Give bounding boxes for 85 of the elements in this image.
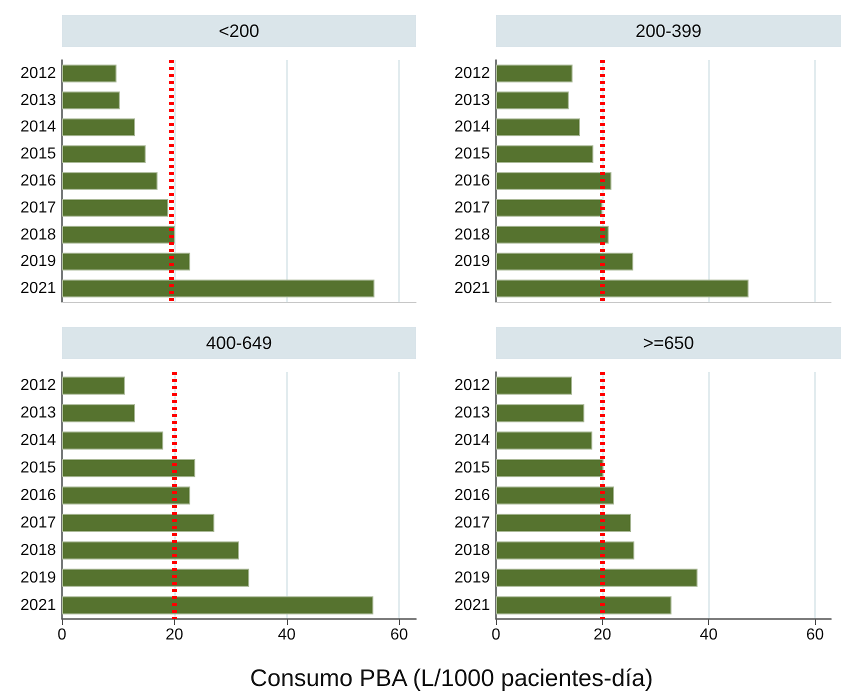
bar	[62, 226, 175, 244]
bar	[62, 252, 190, 271]
bar	[62, 432, 164, 450]
bar	[496, 64, 573, 82]
bar	[496, 459, 604, 478]
y-tick-label: 2015	[454, 460, 490, 477]
bar	[496, 145, 594, 163]
x-tick-label: 0	[492, 626, 501, 644]
bar	[496, 486, 614, 505]
y-tick-label: 2016	[454, 487, 490, 504]
bar	[62, 404, 136, 422]
bar	[62, 199, 168, 217]
bar	[496, 404, 584, 422]
x-axis-title: Consumo PBA (L/1000 pacientes-día)	[249, 665, 654, 693]
x-tick-label: 20	[165, 626, 184, 644]
bar	[496, 118, 580, 136]
chart-title: 400-649	[62, 327, 416, 359]
bar	[62, 541, 239, 560]
y-tick-label: 2017	[454, 199, 490, 216]
y-tick-label: 2013	[454, 404, 490, 422]
y-tick-label: 2012	[20, 377, 56, 394]
y-tick-label: 2015	[454, 146, 490, 163]
y-tick-label: 2018	[454, 542, 490, 559]
y-tick-label: 2017	[20, 514, 56, 532]
bar	[62, 145, 146, 163]
y-tick-label: 2016	[20, 172, 56, 190]
bar	[62, 486, 190, 505]
bar	[62, 514, 214, 532]
bar	[496, 199, 602, 217]
bar	[496, 514, 632, 532]
bar	[496, 280, 749, 298]
y-tick-label: 2021	[454, 596, 490, 614]
y-tick-label: 2016	[20, 487, 56, 504]
x-tick-label: 60	[806, 626, 824, 644]
y-tick-label: 2015	[20, 460, 56, 477]
bar	[62, 376, 125, 395]
y-tick-label: 2012	[454, 64, 490, 82]
bar	[62, 596, 374, 614]
y-tick-label: 2017	[20, 199, 56, 216]
bar	[496, 376, 572, 395]
chart-title: 200-399	[496, 15, 841, 47]
y-tick-label: 2013	[20, 92, 56, 109]
bar	[62, 64, 117, 82]
y-tick-label: 2014	[20, 118, 56, 136]
bar	[62, 91, 120, 110]
bar	[496, 252, 634, 271]
y-tick-label: 2021	[20, 280, 56, 298]
chart-title: <200	[62, 15, 416, 47]
bar	[62, 172, 158, 190]
x-tick-label: 40	[700, 626, 718, 644]
bar	[62, 118, 136, 136]
y-tick-label: 2017	[454, 514, 490, 532]
y-tick-label: 2014	[454, 432, 490, 450]
y-tick-label: 2019	[454, 569, 490, 586]
y-tick-label: 2014	[20, 432, 56, 450]
bar	[496, 432, 592, 450]
y-tick-label: 2013	[20, 404, 56, 422]
y-tick-label: 2012	[20, 64, 56, 82]
y-tick-label: 2018	[20, 226, 56, 244]
y-tick-label: 2019	[454, 253, 490, 270]
bar	[496, 226, 609, 244]
y-tick-label: 2016	[454, 172, 490, 190]
bar	[496, 541, 634, 560]
x-tick-label: 40	[278, 626, 296, 644]
bar	[496, 91, 569, 110]
bar	[62, 459, 196, 478]
x-tick-label: 20	[593, 626, 612, 644]
y-tick-label: 2013	[454, 92, 490, 109]
y-tick-label: 2021	[454, 280, 490, 298]
y-tick-label: 2019	[20, 253, 56, 270]
y-tick-label: 2015	[20, 146, 56, 163]
bar	[496, 596, 672, 614]
x-tick-label: 0	[58, 626, 67, 644]
x-tick-label: 60	[390, 626, 408, 644]
y-tick-label: 2018	[454, 226, 490, 244]
bar	[62, 280, 374, 298]
bar	[62, 568, 250, 587]
bar	[496, 172, 612, 190]
bar	[496, 568, 698, 587]
y-tick-label: 2021	[20, 596, 56, 614]
y-tick-label: 2014	[454, 118, 490, 136]
y-tick-label: 2012	[454, 377, 490, 394]
y-tick-label: 2018	[20, 542, 56, 559]
chart-title: >=650	[496, 327, 841, 359]
y-tick-label: 2019	[20, 569, 56, 586]
